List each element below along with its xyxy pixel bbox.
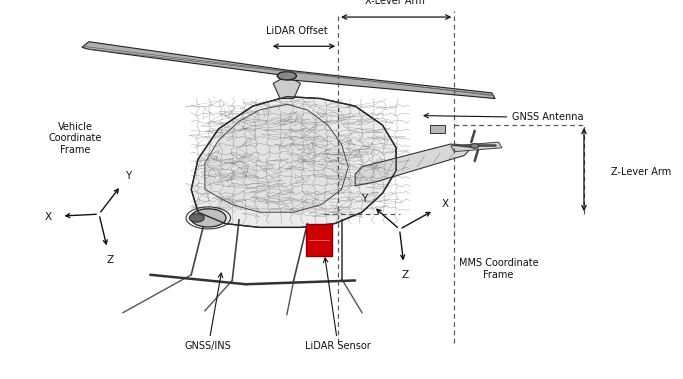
- Ellipse shape: [191, 209, 226, 227]
- Text: Z: Z: [402, 270, 408, 280]
- Ellipse shape: [189, 214, 204, 222]
- Ellipse shape: [471, 144, 479, 148]
- Text: Z-Lever Arm: Z-Lever Arm: [611, 168, 671, 177]
- Text: Z: Z: [107, 255, 113, 265]
- Text: Y: Y: [126, 171, 132, 181]
- Text: MMS Coordinate
Frame: MMS Coordinate Frame: [459, 258, 538, 280]
- Text: X: X: [442, 199, 449, 209]
- Polygon shape: [205, 104, 348, 212]
- Ellipse shape: [277, 72, 296, 80]
- Text: GNSS Antenna: GNSS Antenna: [424, 113, 584, 122]
- Text: LiDAR Offset: LiDAR Offset: [266, 26, 328, 36]
- Polygon shape: [273, 76, 301, 99]
- Text: X: X: [45, 212, 52, 222]
- Polygon shape: [355, 144, 471, 186]
- Text: Y: Y: [361, 194, 367, 204]
- FancyBboxPatch shape: [430, 125, 445, 133]
- Text: X-Lever Arm: X-Lever Arm: [365, 0, 425, 6]
- Text: GNSS/INS: GNSS/INS: [185, 273, 232, 351]
- Text: Vehicle
Coordinate
Frame: Vehicle Coordinate Frame: [48, 122, 102, 155]
- Polygon shape: [451, 142, 502, 152]
- Polygon shape: [287, 70, 495, 99]
- Text: LiDAR Sensor: LiDAR Sensor: [305, 258, 371, 351]
- Polygon shape: [191, 97, 396, 227]
- FancyBboxPatch shape: [306, 224, 332, 256]
- Polygon shape: [82, 42, 287, 76]
